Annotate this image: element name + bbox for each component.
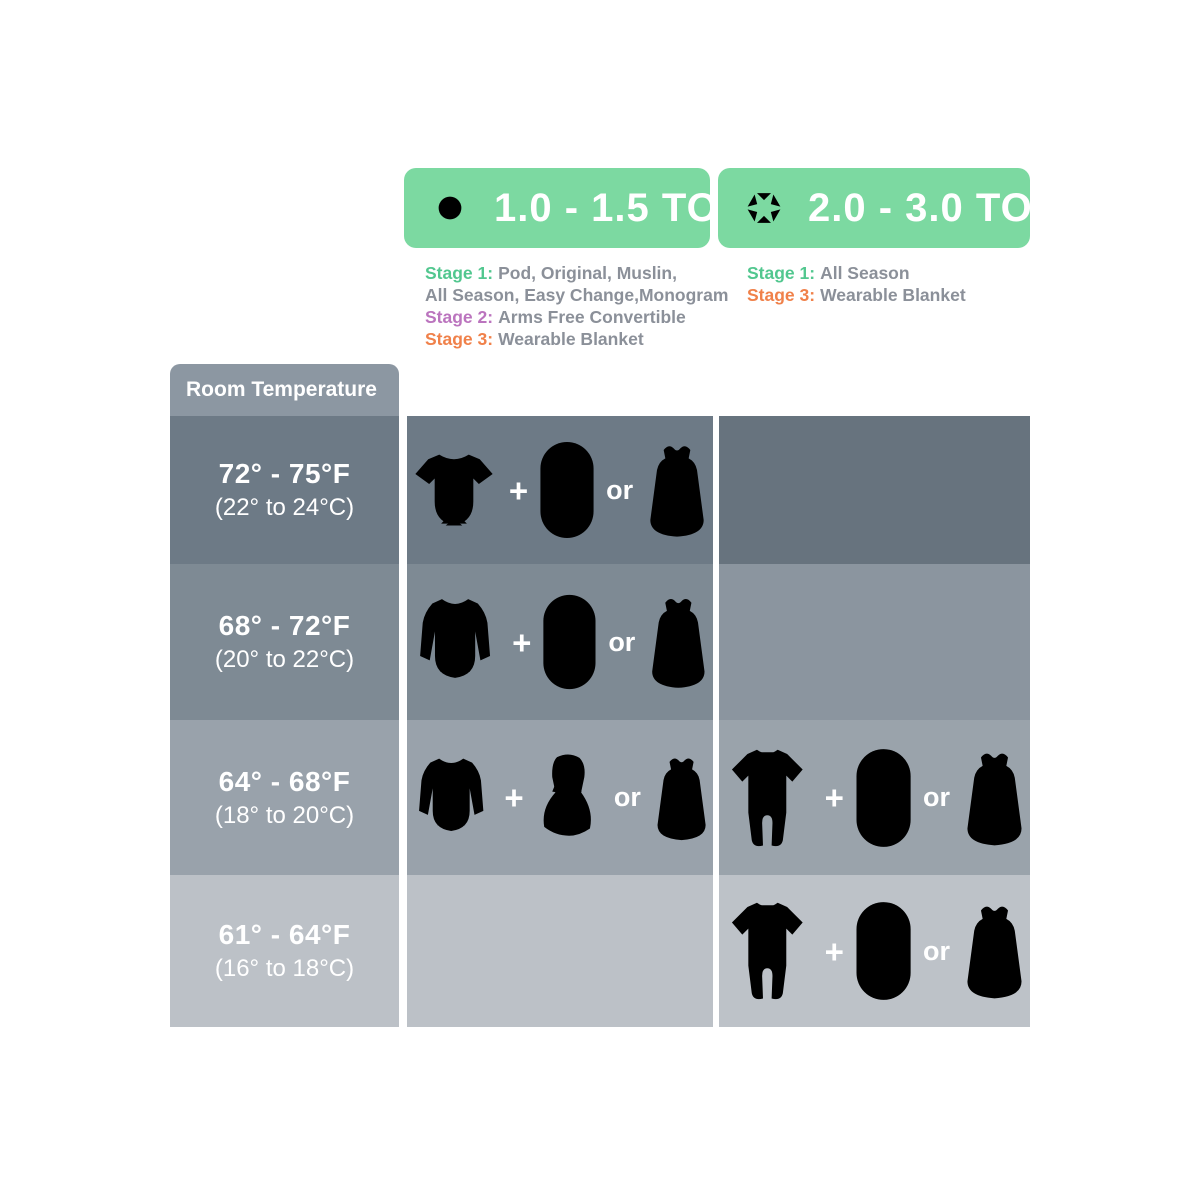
snowflake-icon [740,184,788,232]
cool-cell-row-3: + or [719,720,1030,875]
stage1-text-cont: All Season, Easy Change,Monogram [425,285,729,305]
room-temperature-header: Room Temperature [170,364,399,416]
cool-tog-badge: 2.0 - 3.0 TOG [718,168,1064,248]
swaddle-pod-icon [543,594,596,690]
plus-operator: + [508,471,529,509]
sun-icon [426,186,474,230]
cool-cell-row-1-empty [719,416,1030,564]
warm-legend-line-3: Stage 2: Arms Free Convertible [425,306,728,328]
plus-operator: + [824,932,844,970]
or-operator: or [923,935,951,966]
swaddle-pod-banded-icon [856,902,911,1000]
bodysuit-short-sleeve-icon [415,454,493,525]
celsius-range: (18° to 20°C) [214,801,355,829]
fahrenheit-range: 68° - 72°F [218,610,351,641]
sleep-sack-icon [967,906,1022,999]
swaddle-pod-icon [540,442,594,538]
celsius-range: (20° to 22°C) [214,646,355,673]
fahrenheit-range: 72° - 75°F [218,458,351,489]
warm-legend-line-1: Stage 1: Pod, Original, Muslin, [425,262,728,284]
stage1-label: Stage 1: [425,263,494,283]
stage1-text: Pod, Original, Muslin, [498,263,677,283]
or-operator: or [613,782,641,812]
warm-tog-badge: 1.0 - 1.5 TOG [404,168,750,248]
footed-pajama-icon [731,749,803,846]
stage2-label: Stage 2: [425,307,494,327]
temp-row-64-68: 64° - 68°F (18° to 20°C) [170,720,399,875]
or-operator: or [606,474,634,505]
temp-row-61-64: 61° - 64°F (16° to 18°C) [170,875,399,1027]
sleep-sack-icon [652,599,705,688]
warm-tog-label: 1.0 - 1.5 TOG [494,185,751,230]
swaddle-pod-banded-icon [856,748,911,847]
cool-legend-line-1: Stage 1: All Season [747,262,966,284]
stage1-label: Stage 1: [747,263,816,283]
stage3-label: Stage 3: [425,329,494,349]
cool-tog-label: 2.0 - 3.0 TOG [808,185,1065,230]
plus-operator: + [824,779,844,816]
footed-pajama-icon [731,902,803,1000]
cool-legend: Stage 1: All Season Stage 3: Wearable Blan… [747,262,966,306]
celsius-range: (16° to 18°C) [214,955,355,982]
warm-cell-row-4-empty [407,875,713,1027]
stage3-label: Stage 3: [747,285,816,305]
stage1-text: All Season [820,263,910,283]
bodysuit-long-sleeve-icon [419,758,484,831]
warm-cell-row-2: + or [407,564,713,720]
warm-legend-line-2: All Season, Easy Change,Monogram [425,284,728,306]
temp-row-68-72: 68° - 72°F (20° to 22°C) [170,564,399,720]
stage3-text: Wearable Blanket [498,329,644,349]
room-temperature-title: Room Temperature [186,378,377,401]
sleep-sack-icon [967,753,1022,845]
stage3-text: Wearable Blanket [820,285,966,305]
sleep-sack-icon [650,446,704,537]
plus-operator: + [504,779,524,816]
cool-cell-row-4: + or [719,875,1030,1027]
bodysuit-long-sleeve-icon [420,599,491,678]
or-operator: or [608,626,636,657]
warm-legend: Stage 1: Pod, Original, Muslin, All Seaso… [425,262,728,350]
celsius-range: (22° to 24°C) [214,494,355,521]
warm-cell-row-3: + or [407,720,713,875]
stage2-text: Arms Free Convertible [498,307,686,327]
swaddle-arms-free-icon [543,753,591,836]
cool-legend-line-2: Stage 3: Wearable Blanket [747,284,966,306]
fahrenheit-range: 64° - 68°F [218,765,351,797]
sleep-sack-icon [657,757,706,840]
plus-operator: + [512,623,532,661]
fahrenheit-range: 61° - 64°F [218,919,351,950]
warm-cell-row-1: + or [407,416,713,564]
temp-row-72-75: 72° - 75°F (22° to 24°C) [170,416,399,564]
or-operator: or [923,782,951,812]
cool-cell-row-2-empty [719,564,1030,720]
warm-legend-line-4: Stage 3: Wearable Blanket [425,328,728,350]
